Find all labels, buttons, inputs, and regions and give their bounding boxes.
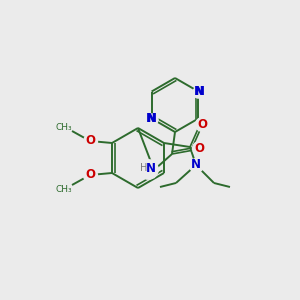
- Text: H: H: [140, 163, 148, 173]
- Text: O: O: [194, 142, 204, 154]
- Text: O: O: [85, 169, 95, 182]
- Text: N: N: [191, 158, 201, 172]
- Text: N: N: [194, 85, 203, 98]
- Text: N: N: [146, 112, 156, 125]
- Text: O: O: [85, 134, 95, 148]
- Text: N: N: [194, 85, 204, 98]
- Text: N: N: [146, 163, 156, 176]
- Text: O: O: [197, 118, 207, 130]
- Text: CH₃: CH₃: [56, 122, 72, 131]
- Text: N: N: [147, 112, 157, 125]
- Text: CH₃: CH₃: [56, 184, 72, 194]
